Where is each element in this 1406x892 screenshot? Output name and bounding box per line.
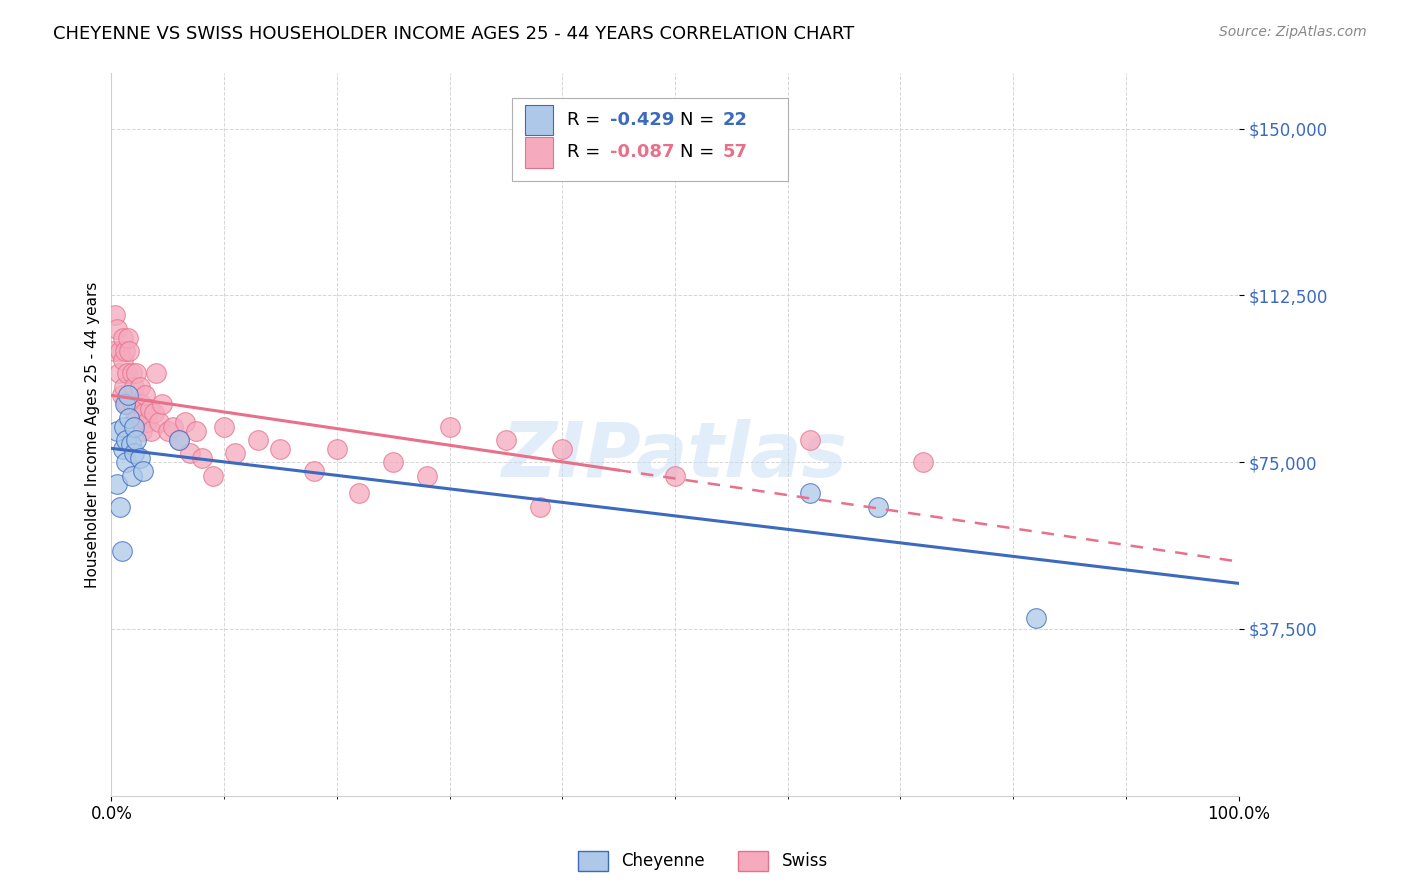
Point <box>121 468 143 483</box>
Point <box>143 406 166 420</box>
Point <box>124 406 146 420</box>
Point <box>269 442 291 456</box>
Point <box>120 437 142 451</box>
Point <box>799 486 821 500</box>
Point <box>122 379 145 393</box>
Point <box>121 366 143 380</box>
Point <box>664 468 686 483</box>
Point <box>866 500 889 514</box>
Point <box>382 455 405 469</box>
Point <box>115 433 138 447</box>
FancyBboxPatch shape <box>524 104 554 136</box>
Point <box>111 352 134 367</box>
Point <box>115 455 138 469</box>
Point <box>114 343 136 358</box>
Point <box>190 450 212 465</box>
Point <box>136 415 159 429</box>
Point <box>114 397 136 411</box>
Point <box>326 442 349 456</box>
Point <box>145 366 167 380</box>
Legend: Cheyenne, Swiss: Cheyenne, Swiss <box>569 842 837 880</box>
Point <box>118 410 141 425</box>
Point <box>416 468 439 483</box>
Point <box>115 366 138 380</box>
Text: 57: 57 <box>723 144 748 161</box>
Point <box>128 450 150 465</box>
Point <box>162 419 184 434</box>
Text: -0.429: -0.429 <box>610 111 673 129</box>
Point <box>118 343 141 358</box>
Point <box>122 446 145 460</box>
Text: N =: N = <box>679 111 720 129</box>
Point <box>439 419 461 434</box>
Point <box>104 309 127 323</box>
Point <box>105 477 128 491</box>
Point <box>125 366 148 380</box>
Point <box>304 464 326 478</box>
Text: R =: R = <box>567 111 606 129</box>
FancyBboxPatch shape <box>524 137 554 168</box>
Point <box>184 424 207 438</box>
Point <box>131 424 153 438</box>
Point <box>349 486 371 500</box>
Point <box>105 424 128 438</box>
Point <box>911 455 934 469</box>
Text: R =: R = <box>567 144 606 161</box>
Text: -0.087: -0.087 <box>610 144 673 161</box>
Point <box>246 433 269 447</box>
Point <box>110 500 132 514</box>
Point <box>495 433 517 447</box>
Text: CHEYENNE VS SWISS HOUSEHOLDER INCOME AGES 25 - 44 YEARS CORRELATION CHART: CHEYENNE VS SWISS HOUSEHOLDER INCOME AGE… <box>53 25 855 43</box>
Point <box>128 379 150 393</box>
Point <box>115 397 138 411</box>
Point <box>551 442 574 456</box>
Point <box>529 500 551 514</box>
Point <box>108 366 131 380</box>
Point <box>167 433 190 447</box>
Text: 22: 22 <box>723 111 748 129</box>
Point <box>110 388 132 402</box>
Point <box>799 433 821 447</box>
Point <box>127 410 149 425</box>
Point <box>105 322 128 336</box>
Point <box>212 419 235 434</box>
Point <box>117 331 139 345</box>
Point <box>139 424 162 438</box>
Point <box>111 331 134 345</box>
Point <box>112 379 135 393</box>
FancyBboxPatch shape <box>512 98 787 181</box>
Point <box>132 464 155 478</box>
Point <box>111 442 134 456</box>
Point <box>112 419 135 434</box>
Point <box>138 401 160 416</box>
Point <box>134 388 156 402</box>
Point <box>156 424 179 438</box>
Point <box>110 544 132 558</box>
Point <box>1025 611 1047 625</box>
Point <box>122 419 145 434</box>
Point <box>129 397 152 411</box>
Point <box>125 433 148 447</box>
Point <box>103 343 125 358</box>
Point <box>150 397 173 411</box>
Point <box>121 397 143 411</box>
Point <box>110 343 132 358</box>
Point <box>224 446 246 460</box>
Point <box>148 415 170 429</box>
Text: N =: N = <box>679 144 720 161</box>
Point <box>201 468 224 483</box>
Point <box>179 446 201 460</box>
Point <box>173 415 195 429</box>
Point <box>117 388 139 402</box>
Point <box>132 406 155 420</box>
Text: Source: ZipAtlas.com: Source: ZipAtlas.com <box>1219 25 1367 39</box>
Point <box>117 397 139 411</box>
Point <box>167 433 190 447</box>
Text: ZIPatlas: ZIPatlas <box>502 419 848 493</box>
Y-axis label: Householder Income Ages 25 - 44 years: Householder Income Ages 25 - 44 years <box>86 281 100 588</box>
